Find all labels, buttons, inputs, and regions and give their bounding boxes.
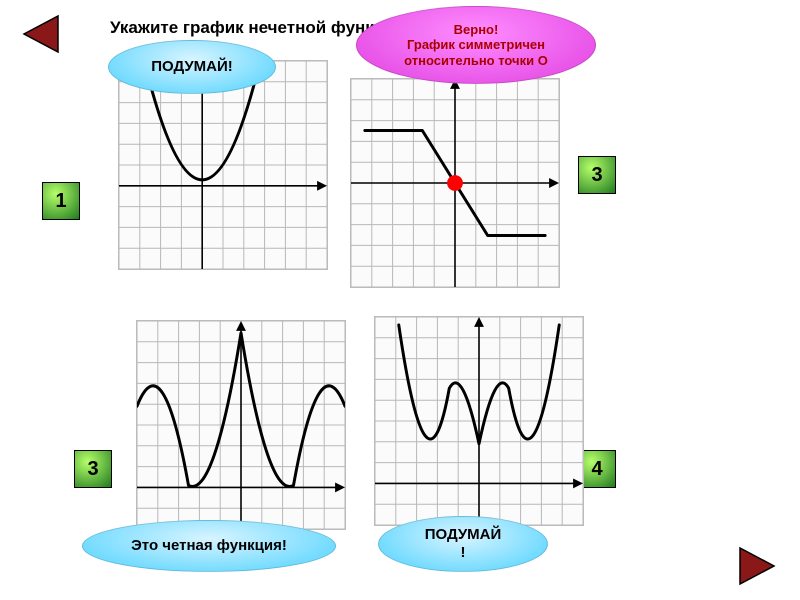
bubble-text: ПОДУМАЙ! <box>425 526 502 562</box>
bubble-text: ПОДУМАЙ! <box>151 58 233 76</box>
answer-button-1[interactable]: 1 <box>42 182 80 220</box>
answer-button-label: 3 <box>591 164 602 187</box>
answer-button-label: 1 <box>55 190 66 213</box>
arrow-right-icon <box>738 546 778 586</box>
nav-back-arrow[interactable] <box>20 14 60 54</box>
bubble-text: Верно!График симметриченотносительно точ… <box>404 22 548 69</box>
bubble-text: Это четная функция! <box>131 537 287 555</box>
nav-forward-arrow[interactable] <box>738 546 778 586</box>
graph-4 <box>374 316 584 526</box>
answer-button-label: 3 <box>87 458 98 481</box>
feedback-bubble-think-1: ПОДУМАЙ! <box>108 40 276 94</box>
arrow-left-icon <box>20 14 60 54</box>
feedback-bubble-even: Это четная функция! <box>82 520 336 572</box>
answer-button-3[interactable]: 3 <box>74 450 112 488</box>
answer-button-2[interactable]: 3 <box>578 156 616 194</box>
answer-button-label: 4 <box>591 458 602 481</box>
graph-2 <box>350 78 560 288</box>
feedback-bubble-correct: Верно!График симметриченотносительно точ… <box>356 6 596 84</box>
feedback-bubble-think-2: ПОДУМАЙ! <box>378 516 548 572</box>
graph-3 <box>136 320 346 530</box>
